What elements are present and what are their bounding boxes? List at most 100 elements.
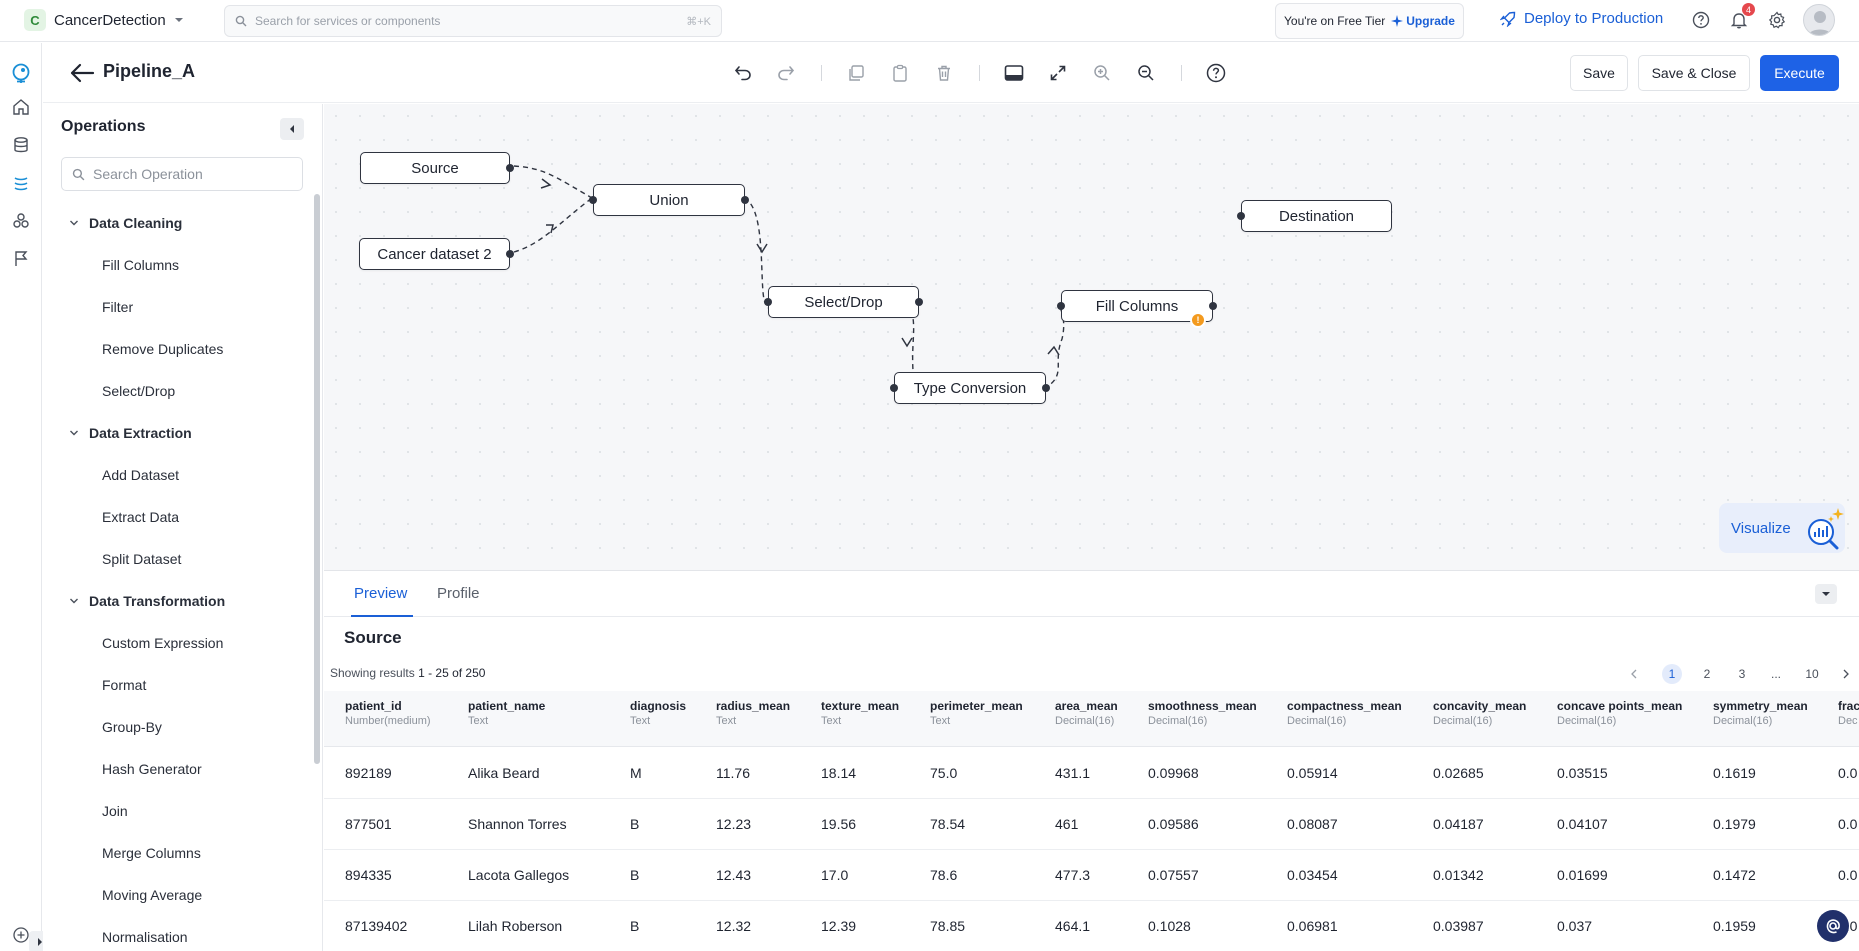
column-header[interactable]: frac Dec	[1838, 699, 1859, 727]
operation-search-placeholder: Search Operation	[93, 166, 203, 182]
rail-components[interactable]	[7, 207, 35, 235]
rail-logo[interactable]	[7, 59, 35, 87]
deploy-button[interactable]: Deploy to Production	[1500, 10, 1663, 27]
rail-add[interactable]	[7, 921, 35, 949]
save-close-button[interactable]: Save & Close	[1638, 55, 1750, 91]
copy-button[interactable]	[844, 61, 868, 85]
node-fill-columns[interactable]: Fill Columns	[1057, 290, 1217, 322]
operation-item[interactable]: Group-By	[102, 719, 162, 735]
table-row[interactable]: 877501 Shannon Torres B 12.23 19.56 78.54 461 0…	[324, 799, 1859, 850]
node-output-port[interactable]	[1209, 302, 1217, 310]
warning-icon[interactable]: !	[1190, 312, 1206, 328]
node-destination[interactable]: Destination	[1237, 200, 1392, 232]
node-input-port[interactable]	[764, 298, 772, 306]
operation-search-input[interactable]: Search Operation	[61, 157, 303, 191]
category-data-extraction[interactable]: Data Extraction	[43, 412, 313, 454]
rail-deployments[interactable]	[7, 245, 35, 273]
fit-view-button[interactable]	[1046, 61, 1070, 85]
table-row[interactable]: 892189 Alika Beard M 11.76 18.14 75.0 431.1 0.0…	[324, 748, 1859, 799]
operation-item[interactable]: Remove Duplicates	[102, 341, 224, 357]
canvas-help-button[interactable]	[1204, 61, 1228, 85]
upgrade-link[interactable]: Upgrade	[1391, 14, 1455, 28]
sidebar-scrollbar[interactable]	[314, 194, 320, 764]
zoom-in-button[interactable]	[1090, 61, 1114, 85]
global-search[interactable]: Search for services or components ⌘+K	[224, 5, 722, 37]
settings-button[interactable]	[1766, 9, 1788, 31]
page-2[interactable]: 2	[1703, 667, 1711, 681]
notifications-button[interactable]: 4	[1728, 3, 1755, 31]
operation-item[interactable]: Split Dataset	[102, 551, 182, 567]
node-source[interactable]: Source	[360, 152, 514, 184]
node-output-port[interactable]	[741, 196, 749, 204]
operation-item[interactable]: Fill Columns	[102, 257, 180, 273]
redo-button[interactable]	[774, 61, 798, 85]
user-avatar[interactable]	[1803, 4, 1835, 36]
column-header[interactable]: diagnosis Text	[630, 699, 687, 727]
undo-button[interactable]	[731, 61, 755, 85]
page-1[interactable]: 1	[1662, 664, 1682, 684]
back-button[interactable]	[69, 61, 95, 85]
delete-button[interactable]	[932, 61, 956, 85]
save-button[interactable]: Save	[1570, 55, 1628, 91]
node-input-port[interactable]	[1057, 302, 1065, 310]
column-header[interactable]: area_mean Decimal(16)	[1055, 699, 1118, 727]
help-button[interactable]	[1690, 9, 1712, 31]
table-cell: 0.01699	[1557, 867, 1608, 883]
paste-button[interactable]	[888, 61, 912, 85]
node-union[interactable]: Union	[589, 184, 749, 216]
pipeline-canvas[interactable]: Source Cancer dataset 2 Union Select/Dro…	[324, 104, 1859, 570]
visualize-button[interactable]: Visualize	[1719, 503, 1845, 553]
operation-item[interactable]: Normalisation	[102, 929, 188, 945]
node-output-port[interactable]	[915, 298, 923, 306]
category-data-transformation[interactable]: Data Transformation	[43, 580, 313, 622]
next-page-button[interactable]	[1838, 664, 1854, 684]
page-10[interactable]: 10	[1805, 667, 1819, 681]
operation-item[interactable]: Custom Expression	[102, 635, 224, 651]
node-input-port[interactable]	[890, 384, 898, 392]
operation-item[interactable]: Moving Average	[102, 887, 203, 903]
node-type-conversion[interactable]: Type Conversion	[890, 372, 1050, 404]
rail-data[interactable]	[7, 131, 35, 159]
column-header[interactable]: patient_id Number(medium)	[345, 699, 431, 727]
operation-item[interactable]: Merge Columns	[102, 845, 201, 861]
operation-item[interactable]: Extract Data	[102, 509, 180, 525]
operation-item[interactable]: Add Dataset	[102, 467, 180, 483]
node-input-port[interactable]	[589, 196, 597, 204]
project-switcher[interactable]: C CancerDetection	[24, 9, 184, 31]
page-3[interactable]: 3	[1738, 667, 1746, 681]
column-header[interactable]: patient_name Text	[468, 699, 546, 727]
operation-item[interactable]: Filter	[102, 299, 134, 315]
column-header[interactable]: symmetry_mean Decimal(16)	[1713, 699, 1808, 727]
column-header[interactable]: texture_mean Text	[821, 699, 900, 727]
table-row[interactable]: 894335 Lacota Gallegos B 12.43 17.0 78.6 477.3…	[324, 850, 1859, 901]
operation-item[interactable]: Join	[102, 803, 128, 819]
node-output-port[interactable]	[1042, 384, 1050, 392]
panel-collapse-button[interactable]	[1815, 584, 1837, 604]
node-input-port[interactable]	[1237, 212, 1245, 220]
operation-item[interactable]: Format	[102, 677, 147, 693]
category-data-cleaning[interactable]: Data Cleaning	[43, 202, 313, 244]
column-header[interactable]: concavity_mean Decimal(16)	[1433, 699, 1527, 727]
tab-preview[interactable]: Preview	[354, 585, 408, 602]
prev-page-button[interactable]	[1626, 664, 1642, 684]
zoom-out-button[interactable]	[1134, 61, 1158, 85]
node-output-port[interactable]	[506, 250, 514, 258]
node-cancer-dataset-2[interactable]: Cancer dataset 2	[359, 238, 514, 270]
sidebar-collapse-button[interactable]	[280, 118, 304, 140]
column-header[interactable]: smoothness_mean Decimal(16)	[1148, 699, 1257, 727]
operation-item[interactable]: Select/Drop	[102, 383, 176, 399]
execute-button[interactable]: Execute	[1760, 55, 1839, 91]
node-output-port[interactable]	[506, 164, 514, 172]
column-header[interactable]: compactness_mean Decimal(16)	[1287, 699, 1402, 727]
tab-profile[interactable]: Profile	[437, 585, 480, 602]
rail-pipelines[interactable]	[7, 169, 35, 197]
column-header[interactable]: perimeter_mean Text	[930, 699, 1023, 727]
rail-home[interactable]	[7, 93, 35, 121]
support-chat-button[interactable]	[1817, 910, 1849, 942]
column-header[interactable]: radius_mean Text	[716, 699, 791, 727]
operation-item[interactable]: Hash Generator	[102, 761, 202, 777]
node-select-drop[interactable]: Select/Drop	[764, 286, 923, 318]
toggle-panel-button[interactable]	[1002, 61, 1026, 85]
table-row[interactable]: 87139402 Lilah Roberson B 12.32 12.39 78.85 46…	[324, 901, 1859, 951]
column-header[interactable]: concave points_mean Decimal(16)	[1557, 699, 1683, 727]
